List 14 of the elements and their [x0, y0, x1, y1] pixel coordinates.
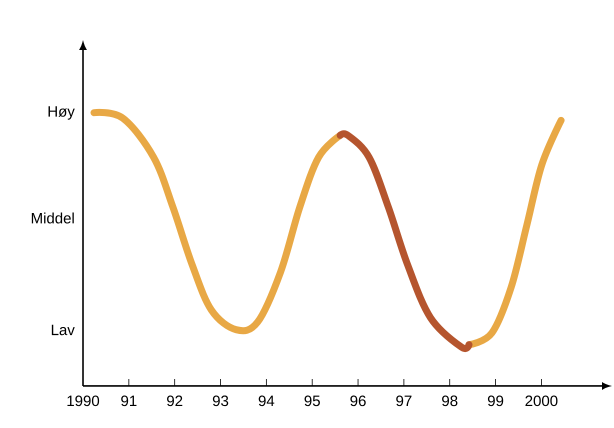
x-tick-label: 94 [258, 396, 274, 406]
x-tick-label: 97 [396, 396, 412, 406]
x-tick-label: 91 [121, 396, 136, 406]
x-tick-label: 2000 [525, 396, 558, 406]
x-tick-label: 99 [488, 396, 504, 406]
x-tick-label: 95 [304, 396, 320, 406]
x-tick-label: 93 [212, 396, 228, 406]
x-tick-label: 96 [350, 396, 366, 406]
x-tick-label: 92 [167, 396, 182, 406]
x-tick-label: 1990 [67, 396, 100, 406]
text: Middel [32, 212, 74, 224]
text: Høy [48, 106, 75, 120]
x-tick-label: 98 [442, 396, 458, 406]
text: Lav [52, 324, 75, 336]
